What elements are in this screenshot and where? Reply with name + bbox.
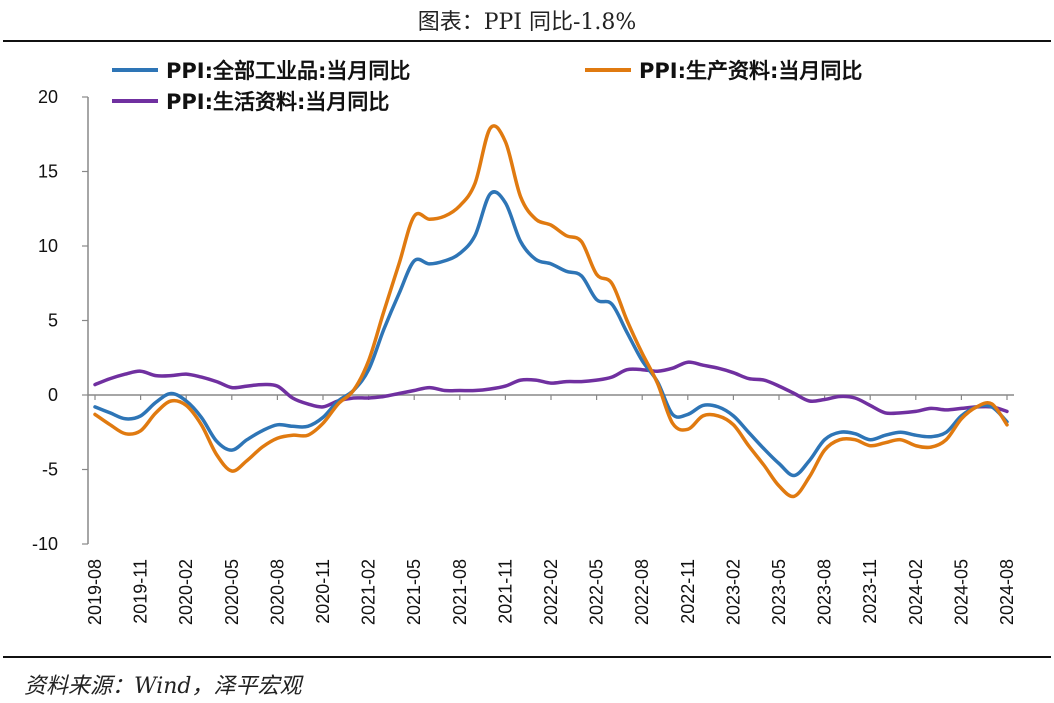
series-all-industrial-line — [93, 190, 1009, 478]
x-tick-label: 2021-11 — [495, 559, 515, 624]
x-tick-label: 2022-08 — [632, 559, 652, 625]
y-tick-label: 10 — [38, 236, 58, 256]
chart-legend: PPI:全部工业品:当月同比 PPI:生产资料:当月同比 PPI:生活资料:当月同比 — [112, 59, 862, 114]
x-tick-label: 2023-02 — [723, 559, 743, 625]
series-consumer-goods-line — [93, 360, 1009, 416]
bottom-divider — [3, 656, 1051, 658]
chart-title: 图表：PPI 同比-1.8% — [417, 10, 637, 35]
x-tick-label: 2020-05 — [222, 559, 242, 625]
top-divider — [3, 40, 1051, 42]
x-tick-label: 2022-02 — [541, 559, 561, 625]
legend-label: PPI:生活资料:当月同比 — [166, 90, 389, 114]
chart-axes: 20 15 10 5 0 -5 -10 2019-08 2019-11 2020-02 2020-0… — [32, 87, 1017, 625]
series-producer-goods-line — [93, 124, 1009, 499]
y-tick-label: 5 — [48, 311, 58, 331]
y-tick-label: -5 — [42, 460, 58, 480]
series-lines — [93, 124, 1009, 499]
y-tick-label: 15 — [38, 162, 58, 182]
y-tick-label: 0 — [48, 385, 58, 405]
source-note: 资料来源：Wind，泽平宏观 — [24, 674, 302, 699]
x-tick-label: 2019-11 — [131, 559, 151, 624]
x-tick-label: 2020-02 — [176, 559, 196, 625]
x-tick-label: 2021-08 — [450, 559, 470, 625]
x-tick-label: 2023-08 — [815, 559, 835, 625]
x-tick-label: 2020-11 — [313, 559, 333, 624]
x-tick-label: 2024-08 — [997, 559, 1017, 625]
x-tick-label: 2022-05 — [587, 559, 607, 625]
x-tick-label: 2020-08 — [267, 559, 287, 625]
x-tick-label: 2021-02 — [359, 559, 379, 625]
line-chart: 20 15 10 5 0 -5 -10 2019-08 2019-11 2020-02 2020-0… — [32, 59, 1017, 625]
legend-label: PPI:全部工业品:当月同比 — [166, 59, 410, 83]
x-tick-label: 2024-02 — [906, 559, 926, 625]
y-tick-label: -10 — [32, 534, 58, 554]
x-tick-label: 2021-05 — [404, 559, 424, 625]
x-tick-label: 2023-05 — [769, 559, 789, 625]
x-tick-label: 2023-11 — [860, 559, 880, 624]
x-tick-label: 2022-11 — [678, 559, 698, 624]
legend-label: PPI:生产资料:当月同比 — [639, 59, 862, 83]
x-tick-label: 2024-05 — [951, 559, 971, 625]
x-tick-label: 2019-08 — [85, 559, 105, 625]
y-tick-label: 20 — [38, 87, 58, 107]
